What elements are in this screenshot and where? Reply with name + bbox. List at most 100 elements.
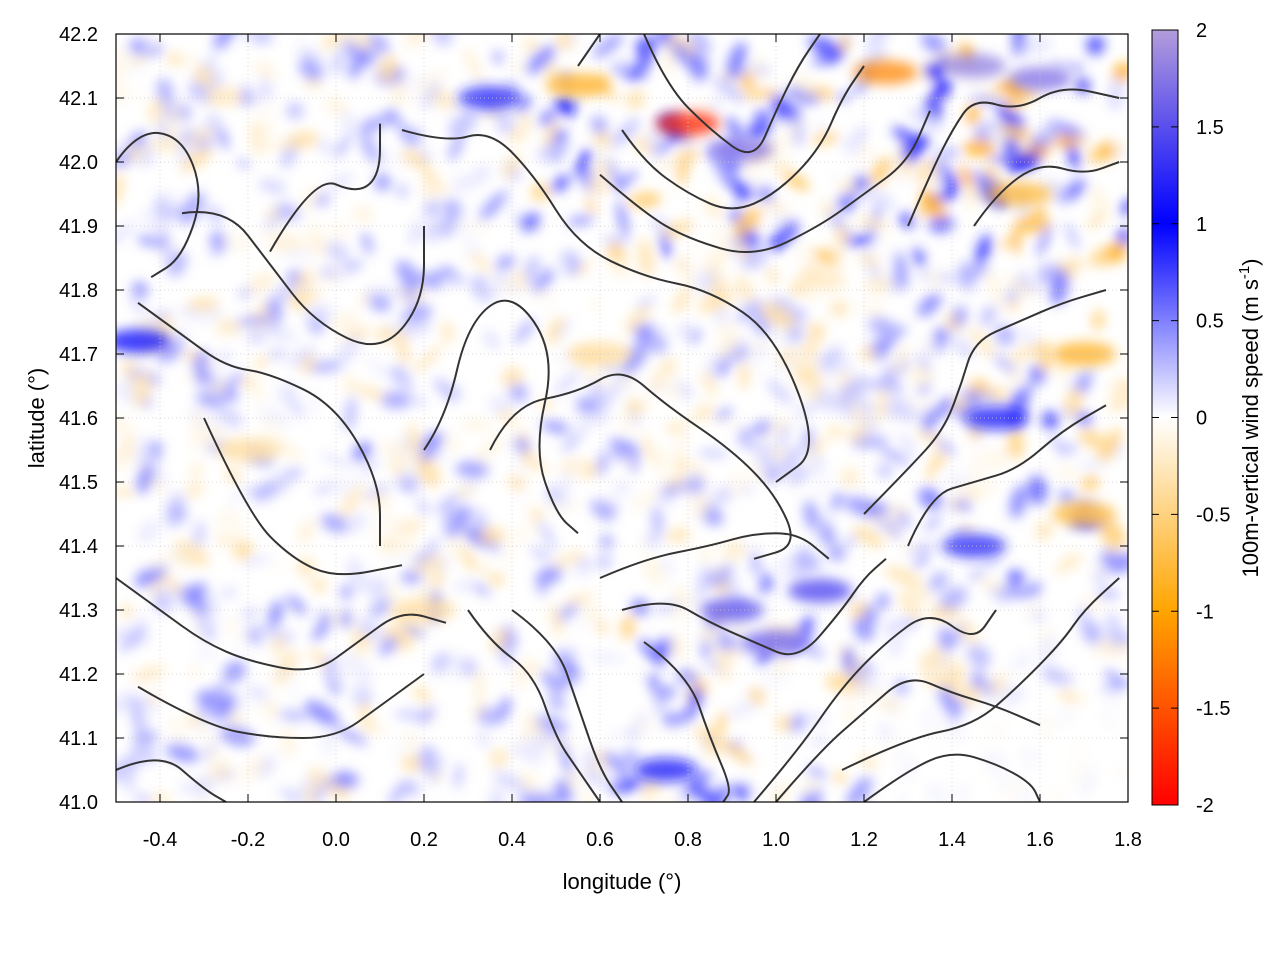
heat-cell bbox=[741, 255, 759, 270]
heat-cell bbox=[308, 361, 344, 372]
heat-cell bbox=[939, 586, 968, 610]
heat-cell bbox=[621, 748, 639, 767]
heat-cell bbox=[156, 78, 174, 106]
heat-cell bbox=[177, 774, 190, 792]
heat-cell bbox=[291, 669, 300, 706]
heat-cell bbox=[781, 170, 810, 191]
heat-cell bbox=[928, 643, 940, 668]
colorbar-tick-label: 0 bbox=[1196, 408, 1207, 430]
heat-cell bbox=[770, 782, 789, 802]
heat-cell bbox=[962, 139, 996, 157]
heat-cell bbox=[507, 128, 528, 143]
heat-cell bbox=[661, 482, 683, 499]
heat-cell bbox=[224, 515, 244, 548]
heat-cell bbox=[317, 756, 331, 775]
heat-cell bbox=[619, 56, 631, 68]
heat-cell bbox=[721, 540, 747, 561]
heat-cell bbox=[1035, 458, 1068, 475]
heat-cell bbox=[969, 422, 979, 443]
heat-cell bbox=[991, 673, 1006, 696]
heat-cell bbox=[536, 140, 570, 162]
heat-cell bbox=[1112, 62, 1128, 82]
heat-cell bbox=[162, 193, 180, 209]
heat-cell bbox=[259, 407, 293, 427]
colorbar: 2 1.5 1 0.5 0 -0.5 -1 -1.5 -2 100m-vertical wind… bbox=[1151, 20, 1263, 817]
heat-cell bbox=[812, 375, 821, 402]
y-tick-label: 42.2 bbox=[59, 24, 98, 46]
heat-cell bbox=[567, 215, 594, 226]
heat-cell bbox=[671, 41, 690, 65]
x-tick-label: 1.8 bbox=[1114, 829, 1142, 851]
heat-cell bbox=[128, 746, 159, 764]
heat-cell bbox=[487, 573, 506, 587]
heat-cell bbox=[1106, 552, 1128, 573]
heat-cell bbox=[293, 289, 321, 301]
heat-cell bbox=[965, 181, 980, 211]
heat-cell bbox=[989, 585, 1011, 603]
heat-cell bbox=[254, 62, 276, 79]
heat-cell bbox=[264, 628, 297, 644]
heat-cell bbox=[893, 250, 908, 290]
heat-cell bbox=[502, 152, 521, 179]
heat-cell bbox=[558, 738, 573, 777]
x-tick-label: 1.6 bbox=[1026, 829, 1054, 851]
heat-cell bbox=[827, 170, 844, 187]
x-tick-label: 0.6 bbox=[586, 829, 614, 851]
heat-cell bbox=[1108, 390, 1128, 413]
heat-cell bbox=[180, 585, 208, 617]
y-tick-label: 41.5 bbox=[59, 472, 98, 494]
heat-cell bbox=[373, 549, 390, 580]
heat-cell bbox=[194, 66, 214, 87]
heat-cell bbox=[733, 207, 763, 236]
heat-cell bbox=[717, 322, 742, 352]
heat-cell bbox=[850, 601, 866, 620]
heat-cell bbox=[414, 69, 448, 89]
heat-cell bbox=[650, 325, 665, 340]
heat-cell bbox=[555, 95, 576, 117]
heat-cell bbox=[284, 131, 320, 150]
heat-cell bbox=[311, 777, 331, 802]
heat-cell bbox=[837, 376, 870, 404]
heat-cell bbox=[341, 260, 363, 273]
heat-cell bbox=[689, 34, 712, 55]
heat-cell bbox=[744, 776, 773, 800]
heat-cell bbox=[483, 330, 500, 350]
heat-cell bbox=[1080, 474, 1100, 493]
heat-cell bbox=[949, 497, 963, 511]
heat-cell bbox=[1009, 345, 1042, 361]
heat-cell bbox=[628, 192, 662, 209]
heat-cell bbox=[276, 203, 301, 221]
heat-cell bbox=[795, 616, 814, 638]
heat-cell bbox=[1108, 632, 1128, 644]
heat-cell bbox=[755, 439, 776, 474]
heat-cell bbox=[586, 297, 602, 311]
heat-cell bbox=[204, 718, 230, 728]
heat-cell bbox=[1106, 680, 1121, 703]
heat-cell bbox=[715, 408, 733, 420]
heat-cell bbox=[443, 507, 457, 533]
heat-cell bbox=[786, 86, 820, 104]
heat-cell bbox=[1091, 309, 1105, 331]
heat-cell bbox=[920, 189, 946, 220]
heat-cell bbox=[403, 624, 426, 638]
heat-cell bbox=[343, 374, 359, 395]
heat-cell bbox=[259, 76, 269, 103]
heat-cell bbox=[555, 258, 573, 271]
heat-cell bbox=[288, 345, 316, 368]
heat-cell bbox=[689, 148, 699, 160]
heat-cell bbox=[558, 471, 571, 511]
heat-cell bbox=[312, 616, 331, 642]
heat-cell bbox=[775, 714, 794, 733]
heat-cell bbox=[247, 272, 276, 294]
heat-cell bbox=[345, 513, 368, 533]
heat-cell bbox=[1114, 638, 1128, 656]
heat-cell bbox=[874, 244, 898, 264]
heat-cell bbox=[221, 588, 236, 598]
heat-cell bbox=[477, 289, 493, 304]
heat-cell bbox=[921, 34, 947, 54]
heat-cell bbox=[418, 745, 437, 774]
heat-cell bbox=[564, 592, 594, 606]
heat-cell bbox=[493, 769, 509, 791]
heat-cell bbox=[856, 623, 875, 642]
